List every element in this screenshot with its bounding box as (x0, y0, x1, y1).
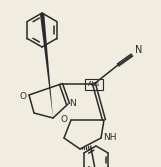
Text: NH: NH (103, 133, 117, 142)
Text: N: N (135, 45, 143, 55)
Text: O: O (19, 92, 27, 101)
Text: Abs: Abs (88, 81, 100, 87)
Polygon shape (40, 13, 53, 118)
FancyBboxPatch shape (85, 78, 103, 90)
Text: O: O (61, 116, 67, 125)
Text: N: N (70, 99, 76, 108)
